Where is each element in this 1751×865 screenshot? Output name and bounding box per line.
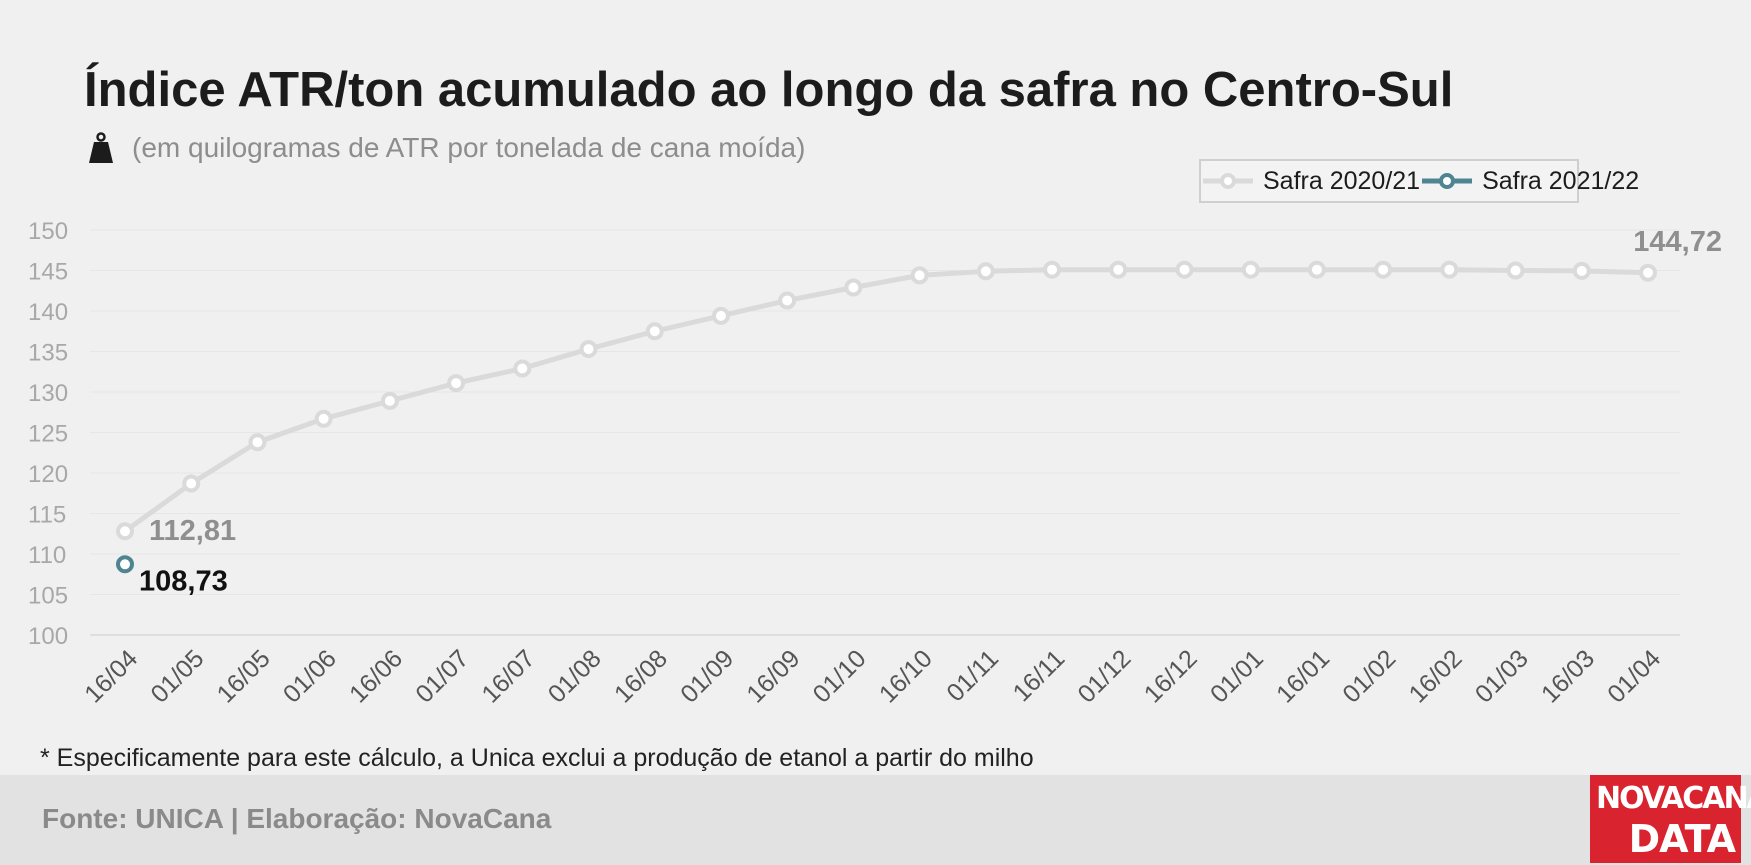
novacana-data-logo: NOVACANA DATA bbox=[1590, 775, 1751, 863]
data-point bbox=[711, 306, 730, 325]
data-point bbox=[182, 474, 201, 493]
y-tick-label: 150 bbox=[28, 218, 68, 245]
data-point bbox=[1175, 260, 1194, 279]
x-tick-label: 16/02 bbox=[1404, 644, 1468, 708]
data-point bbox=[1374, 260, 1393, 279]
data-point bbox=[910, 266, 929, 285]
x-tick-label: 16/12 bbox=[1139, 644, 1203, 708]
y-tick-label: 125 bbox=[28, 421, 68, 448]
footnote: * Especificamente para este cálculo, a U… bbox=[40, 744, 1034, 772]
x-tick-label: 01/04 bbox=[1602, 644, 1666, 708]
x-tick-label: 01/11 bbox=[941, 644, 1004, 707]
legend-label-series2: Safra 2021/22 bbox=[1482, 166, 1640, 195]
data-point bbox=[248, 433, 267, 452]
x-tick-label: 01/03 bbox=[1470, 644, 1534, 708]
data-point bbox=[1639, 263, 1657, 282]
data-point bbox=[1307, 260, 1326, 279]
x-tick-label: 16/07 bbox=[477, 644, 541, 708]
data-point bbox=[116, 522, 134, 541]
series-line bbox=[123, 267, 1649, 534]
legend-item-series2: Safra 2021/22 bbox=[1420, 167, 1639, 196]
data-point bbox=[513, 359, 532, 378]
chart-subtitle: (em quilogramas de ATR por tonelada de c… bbox=[132, 132, 806, 163]
logo-line-1: NOVACANA bbox=[1596, 781, 1751, 816]
x-tick-label: 01/08 bbox=[543, 644, 607, 708]
x-tick-label: 01/05 bbox=[145, 644, 209, 708]
logo-line-2: DATA bbox=[1628, 817, 1736, 861]
x-tick-label: 16/10 bbox=[874, 644, 938, 708]
x-tick-label: 16/06 bbox=[344, 644, 408, 708]
data-point bbox=[844, 278, 863, 297]
y-tick-label: 130 bbox=[28, 380, 68, 407]
source-text: Fonte: UNICA | Elaboração: NovaCana bbox=[42, 803, 552, 834]
x-tick-label: 01/06 bbox=[278, 644, 342, 708]
legend-swatch-series1 bbox=[1203, 173, 1253, 189]
x-tick-label: 01/10 bbox=[808, 644, 872, 708]
data-label: 108,73 bbox=[139, 565, 228, 597]
subtitle-row: (em quilogramas de ATR por tonelada de c… bbox=[88, 132, 805, 164]
data-point bbox=[314, 409, 333, 428]
x-tick-label: 16/11 bbox=[1008, 644, 1071, 707]
x-tick-label: 16/05 bbox=[212, 644, 276, 708]
y-tick-label: 145 bbox=[28, 259, 68, 286]
x-tick-label: 16/09 bbox=[741, 644, 805, 708]
x-tick-label: 16/01 bbox=[1271, 644, 1335, 708]
legend-item-series1: Safra 2020/21 bbox=[1201, 167, 1420, 196]
y-tick-label: 120 bbox=[28, 461, 68, 488]
legend-swatch-series2 bbox=[1422, 173, 1473, 189]
data-point bbox=[447, 374, 466, 393]
data-point bbox=[116, 555, 134, 574]
x-tick-label: 16/08 bbox=[609, 644, 673, 708]
data-point bbox=[380, 391, 399, 410]
x-tick-label: 01/07 bbox=[410, 644, 474, 708]
data-label: 112,81 bbox=[149, 515, 236, 547]
y-tick-label: 100 bbox=[28, 623, 68, 650]
data-point bbox=[976, 262, 995, 281]
data-label: 144,72 bbox=[1633, 226, 1722, 258]
data-point bbox=[579, 340, 598, 359]
y-tick-label: 140 bbox=[28, 299, 68, 326]
data-point bbox=[1572, 261, 1591, 280]
y-tick-label: 105 bbox=[28, 583, 68, 610]
legend: Safra 2020/21 Safra 2021/22 bbox=[1199, 159, 1639, 203]
data-point bbox=[645, 322, 664, 341]
data-point bbox=[1043, 260, 1062, 279]
y-tick-label: 135 bbox=[28, 340, 68, 367]
footer: Fonte: UNICA | Elaboração: NovaCana bbox=[0, 775, 1751, 865]
data-point bbox=[1440, 260, 1459, 279]
data-point bbox=[1506, 261, 1525, 280]
x-tick-label: 01/12 bbox=[1072, 644, 1136, 708]
data-point bbox=[778, 291, 797, 310]
x-tick-label: 16/03 bbox=[1536, 644, 1600, 708]
weight-icon bbox=[89, 132, 113, 163]
x-tick-label: 01/01 bbox=[1205, 644, 1269, 708]
x-tick-label: 01/02 bbox=[1337, 644, 1401, 708]
y-tick-label: 115 bbox=[28, 502, 66, 529]
chart-title: Índice ATR/ton acumulado ao longo da saf… bbox=[84, 63, 1454, 117]
data-point bbox=[1109, 260, 1128, 279]
legend-label-series1: Safra 2020/21 bbox=[1263, 166, 1421, 195]
data-point bbox=[1241, 260, 1260, 279]
x-tick-label: 16/04 bbox=[79, 644, 143, 708]
y-tick-label: 110 bbox=[28, 542, 66, 569]
x-tick-label: 01/09 bbox=[675, 644, 739, 708]
